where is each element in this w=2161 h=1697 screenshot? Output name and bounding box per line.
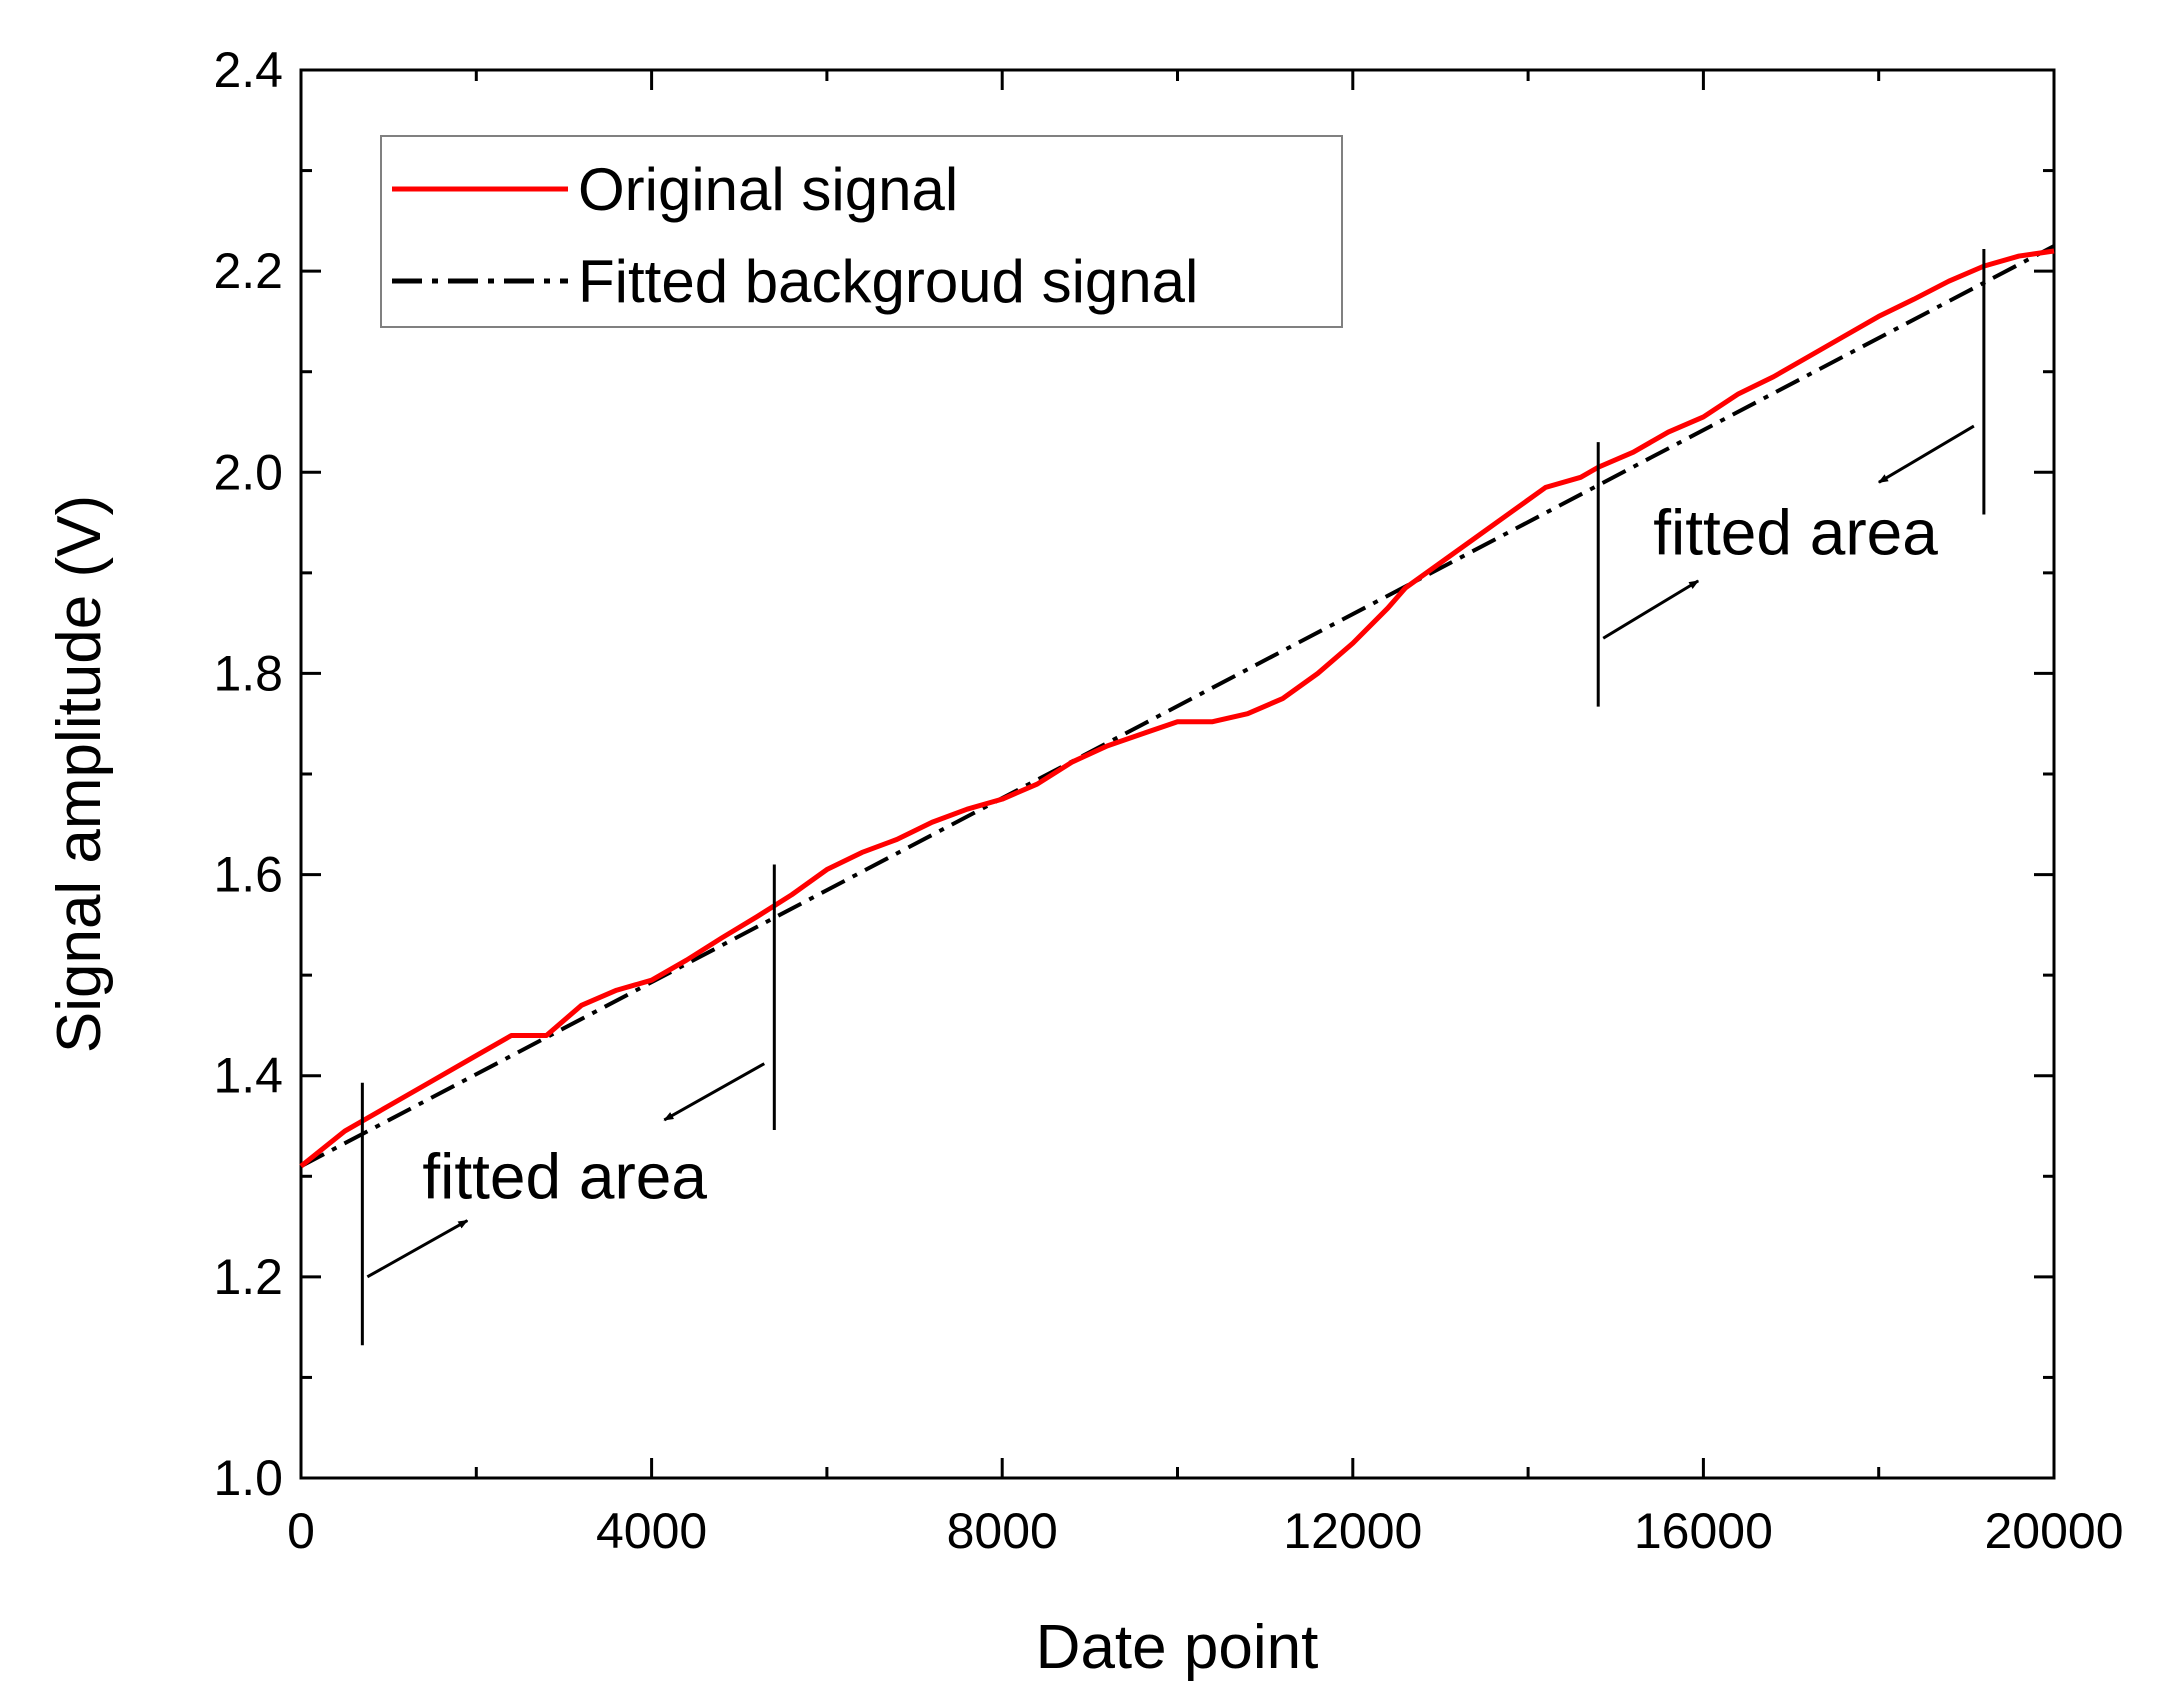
fitted-area-label: fitted area bbox=[1653, 497, 1938, 569]
fitted-area-arrow-left bbox=[663, 1062, 766, 1122]
x-tick-label: 20000 bbox=[1984, 1503, 2123, 1559]
y-tick-label: 1.6 bbox=[213, 847, 283, 903]
y-tick-label: 1.4 bbox=[213, 1048, 283, 1104]
legend-label-fitted: Fitted backgroud signal bbox=[578, 248, 1198, 315]
fitted-area-label: fitted area bbox=[422, 1140, 707, 1212]
y-tick-label: 1.2 bbox=[213, 1249, 283, 1305]
series-layer bbox=[299, 244, 2055, 1169]
series-line-fitted bbox=[300, 244, 2055, 1168]
legend-label-original: Original signal bbox=[578, 156, 958, 223]
x-axis-label: Date point bbox=[1036, 1613, 1319, 1682]
annotations: fitted area fitted area bbox=[360, 249, 1986, 1346]
y-tick-label: 2.4 bbox=[213, 42, 283, 98]
fitted-area-arrow-right bbox=[1602, 579, 1700, 640]
axis-ticks bbox=[299, 68, 2056, 1480]
y-tick-label: 1.0 bbox=[213, 1450, 283, 1506]
fitted-area-arrow-right bbox=[366, 1219, 469, 1279]
legend-box bbox=[380, 135, 1343, 328]
axis-tick-labels: 0 4000 8000 12000 16000 20000 1.0 1.2 1.4 1.6 1.8 2… bbox=[213, 42, 2123, 1559]
x-tick-label: 4000 bbox=[596, 1503, 707, 1559]
y-axis-label: Signal amplitude (V) bbox=[45, 495, 114, 1053]
y-tick-label: 2.0 bbox=[213, 444, 283, 500]
x-tick-label: 0 bbox=[287, 1503, 315, 1559]
series-line-original bbox=[299, 248, 2055, 1169]
x-tick-label: 12000 bbox=[1283, 1503, 1422, 1559]
y-tick-label: 2.2 bbox=[213, 243, 283, 299]
fitted-area-arrow-left bbox=[1878, 424, 1975, 484]
legend: Original signal Fitted backgroud signal bbox=[380, 135, 1343, 328]
y-tick-label: 1.8 bbox=[213, 645, 283, 701]
x-tick-label: 16000 bbox=[1634, 1503, 1773, 1559]
x-tick-label: 8000 bbox=[947, 1503, 1058, 1559]
